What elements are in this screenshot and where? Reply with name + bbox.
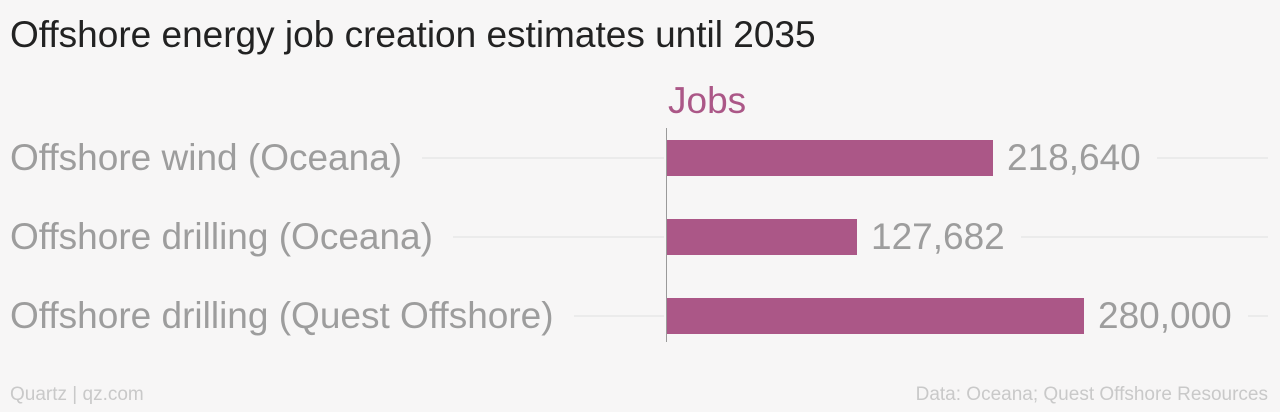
guide-line-right (1020, 236, 1268, 238)
category-label: Offshore drilling (Oceana) (10, 216, 433, 257)
guide-line-left (422, 157, 664, 159)
footer-credit: Quartz | qz.com (10, 384, 144, 405)
category-label: Offshore wind (Oceana) (10, 137, 403, 178)
bar (667, 140, 993, 176)
guide-line-right (1247, 315, 1268, 317)
value-label: 218,640 (1007, 137, 1141, 178)
bar (667, 219, 857, 255)
y-axis-line (666, 128, 667, 342)
footer-source: Data: Oceana; Quest Offshore Resources (915, 384, 1268, 405)
value-label: 280,000 (1098, 295, 1232, 336)
guide-line-left (573, 315, 664, 317)
bar-row: Offshore drilling (Quest Offshore) 280,00… (0, 286, 1280, 346)
guide-line-right (1156, 157, 1268, 159)
category-label: Offshore drilling (Quest Offshore) (10, 295, 554, 336)
bar-row: Offshore wind (Oceana) 218,640 (0, 128, 1280, 188)
value-label: 127,682 (871, 216, 1005, 257)
chart-title: Offshore energy job creation estimates u… (10, 14, 816, 55)
series-label: Jobs (668, 80, 747, 121)
bar (667, 298, 1084, 334)
guide-line-left (452, 236, 664, 238)
bar-row: Offshore drilling (Oceana) 127,682 (0, 207, 1280, 267)
